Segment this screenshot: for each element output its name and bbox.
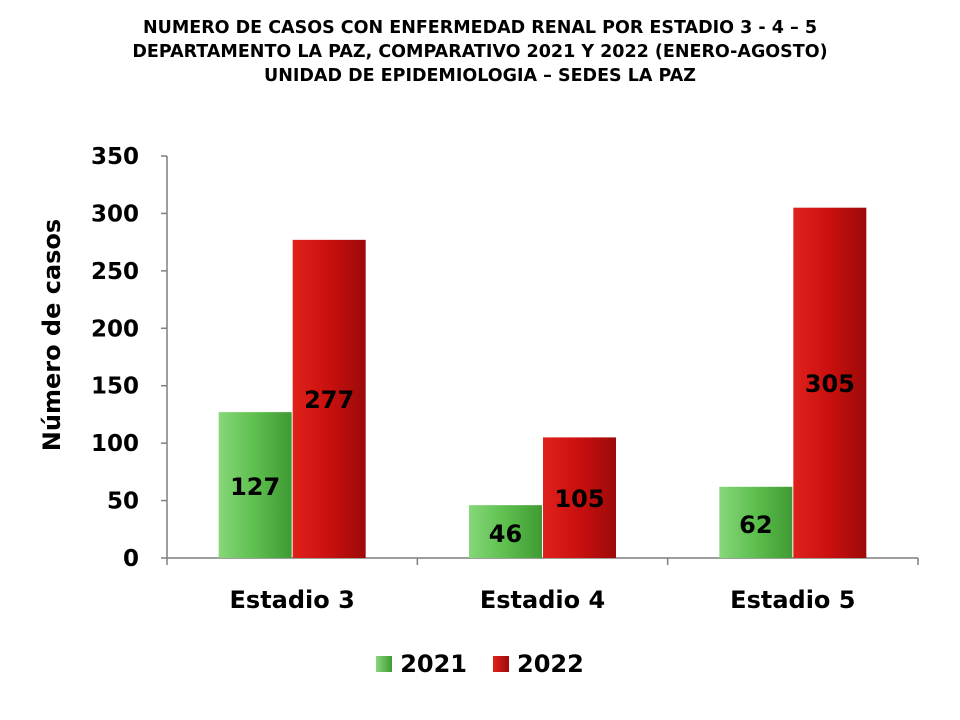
bar-2021-estadio-3 <box>218 412 292 558</box>
x-tick-label: Estadio 4 <box>480 586 605 614</box>
legend: 2021 2022 <box>0 646 960 682</box>
title-line-1: NUMERO DE CASOS CON ENFERMEDAD RENAL POR… <box>142 18 818 38</box>
data-label: 127 <box>230 473 280 501</box>
data-label: 62 <box>739 511 772 539</box>
y-tick-label: 100 <box>91 431 139 457</box>
y-tick-label: 250 <box>91 259 139 285</box>
data-label: 105 <box>554 485 604 513</box>
chart-title: NUMERO DE CASOS CON ENFERMEDAD RENAL POR… <box>0 16 960 88</box>
legend-swatch-2021 <box>376 656 393 672</box>
y-tick-label: 0 <box>123 546 139 572</box>
y-tick-label: 150 <box>91 374 139 400</box>
legend-item-2021: 2021 <box>376 650 467 678</box>
bar-2022-estadio-4 <box>543 437 616 558</box>
title-line-3: UNIDAD DE EPIDEMIOLOGIA – SEDES LA PAZ <box>264 66 696 86</box>
y-tick-label: 200 <box>91 316 139 342</box>
y-tick-label: 350 <box>91 144 139 170</box>
y-axis-label: Número de casos <box>38 219 66 451</box>
legend-item-2022: 2022 <box>493 650 584 678</box>
x-tick-label: Estadio 3 <box>230 586 355 614</box>
title-line-2: DEPARTAMENTO LA PAZ, COMPARATIVO 2021 Y … <box>132 42 828 62</box>
data-label: 46 <box>489 520 522 548</box>
y-tick-label: 300 <box>91 201 139 227</box>
data-label: 305 <box>805 370 855 398</box>
bar-2021-estadio-4 <box>469 505 542 558</box>
legend-label-2022: 2022 <box>517 650 584 678</box>
bar-2022-estadio-5 <box>793 207 867 558</box>
y-tick-label: 50 <box>107 489 139 515</box>
legend-swatch-2022 <box>493 656 509 672</box>
bar-2022-estadio-3 <box>292 239 366 559</box>
data-label: 277 <box>304 386 354 414</box>
bar-2021-estadio-5 <box>719 486 793 558</box>
x-tick-label: Estadio 5 <box>730 586 855 614</box>
legend-label-2021: 2021 <box>400 650 467 678</box>
